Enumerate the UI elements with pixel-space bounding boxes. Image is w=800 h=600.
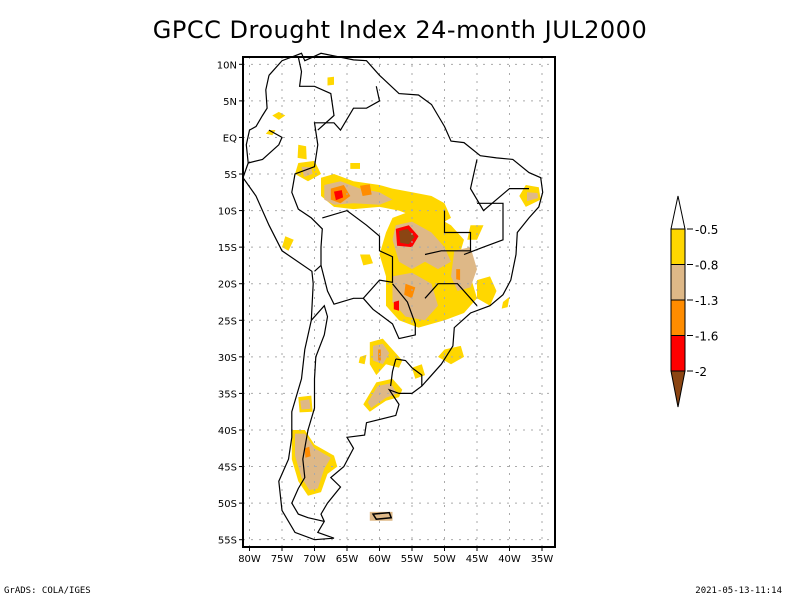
colorbar-segment — [670, 299, 686, 336]
drought-region — [477, 276, 497, 306]
lat-tick-label: 25S — [218, 316, 237, 327]
colorbar-segment — [670, 335, 686, 372]
colorbar-label: -2 — [695, 365, 707, 379]
lon-tick-label: 50W — [433, 554, 456, 565]
lat-axis: 10N 5N EQ 5S 10S 15S 20S 25S 30S 35S 40S 45S 50S 55S — [217, 60, 243, 547]
colorbar-top-arrow — [670, 195, 686, 230]
drought-region — [393, 300, 399, 311]
lon-tick-label: 70W — [303, 554, 326, 565]
drought-region — [295, 433, 331, 490]
lat-tick-label: 50S — [218, 499, 237, 510]
drought-region — [360, 254, 373, 266]
lat-tick-label: 45S — [218, 463, 237, 474]
drought-region — [334, 190, 344, 201]
colorbar-label: -0.8 — [695, 259, 718, 273]
border-line — [390, 358, 397, 387]
border-line — [320, 209, 394, 305]
border-line — [395, 358, 423, 387]
drought-region — [412, 364, 425, 379]
colorbar: -0.5 -0.8 -1.3 -1.6 -2 — [670, 195, 718, 408]
falklands-outline — [371, 511, 393, 521]
border-line — [291, 86, 381, 272]
lat-tick-label: 10S — [218, 207, 237, 218]
lon-tick-label: 45W — [466, 554, 489, 565]
lat-tick-label: 55S — [218, 536, 237, 547]
lon-tick-label: 75W — [271, 554, 294, 565]
timestamp: 2021-05-13-11:14 — [695, 586, 782, 596]
lat-tick-label: 10N — [217, 60, 237, 71]
lon-tick-label: 60W — [368, 554, 391, 565]
chart-title: GPCC Drought Index 24-month JUL2000 — [152, 16, 648, 44]
drought-region — [282, 236, 294, 251]
colorbar-segment — [670, 264, 686, 301]
lat-tick-label: 40S — [218, 426, 237, 437]
drought-region — [304, 446, 311, 458]
lat-tick-label: 30S — [218, 353, 237, 364]
colorbar-segment — [670, 228, 686, 265]
border-line — [424, 210, 472, 256]
plot-frame — [242, 56, 556, 548]
drought-region — [373, 343, 390, 365]
drought-region — [300, 399, 311, 410]
drought-region — [272, 111, 286, 120]
lon-axis: 80W 75W 70W 65W 60W 55W 50W 45W 40W 35W — [238, 547, 553, 565]
lat-tick-label: EQ — [223, 133, 237, 144]
colorbar-bottom-arrow — [670, 370, 686, 408]
grid-lines — [243, 57, 555, 547]
lon-tick-label: 55W — [401, 554, 424, 565]
lon-tick-label: 65W — [336, 554, 359, 565]
drought-region — [527, 192, 539, 202]
drought-region — [301, 166, 313, 177]
drought-region — [467, 225, 484, 240]
border-line — [362, 283, 416, 340]
lon-tick-label: 35W — [531, 554, 554, 565]
drought-region — [297, 144, 307, 160]
drought-region — [456, 269, 461, 281]
drought-region — [451, 247, 477, 291]
lat-tick-label: 15S — [218, 243, 237, 254]
drought-region — [327, 76, 334, 86]
drought-region — [358, 354, 367, 365]
border-line — [291, 304, 329, 522]
drought-region — [399, 228, 415, 245]
drought-region — [501, 296, 510, 309]
border-line — [424, 283, 478, 307]
border-line — [297, 56, 335, 131]
drought-region — [404, 283, 416, 299]
drought-region — [265, 130, 276, 136]
colorbar-label: -1.3 — [695, 294, 718, 308]
lat-tick-label: 5N — [223, 97, 237, 108]
lat-tick-label: 5S — [224, 170, 237, 181]
drought-region — [392, 272, 438, 321]
coastline-layer — [242, 52, 544, 541]
lon-tick-label: 80W — [238, 554, 261, 565]
drought-region — [378, 349, 381, 361]
border-line — [248, 129, 283, 164]
lat-tick-label: 35S — [218, 389, 237, 400]
drought-regions-layer — [265, 76, 541, 521]
lat-tick-label: 20S — [218, 280, 237, 291]
border-line — [242, 52, 544, 541]
border-line — [469, 159, 529, 212]
colorbar-label: -1.6 — [695, 330, 718, 344]
border-line — [463, 202, 504, 256]
colorbar-label: -0.5 — [695, 223, 718, 237]
drought-region — [360, 184, 372, 196]
drought-region — [350, 163, 360, 169]
grads-credit: GrADS: COLA/IGES — [4, 586, 91, 596]
lon-tick-label: 40W — [498, 554, 521, 565]
